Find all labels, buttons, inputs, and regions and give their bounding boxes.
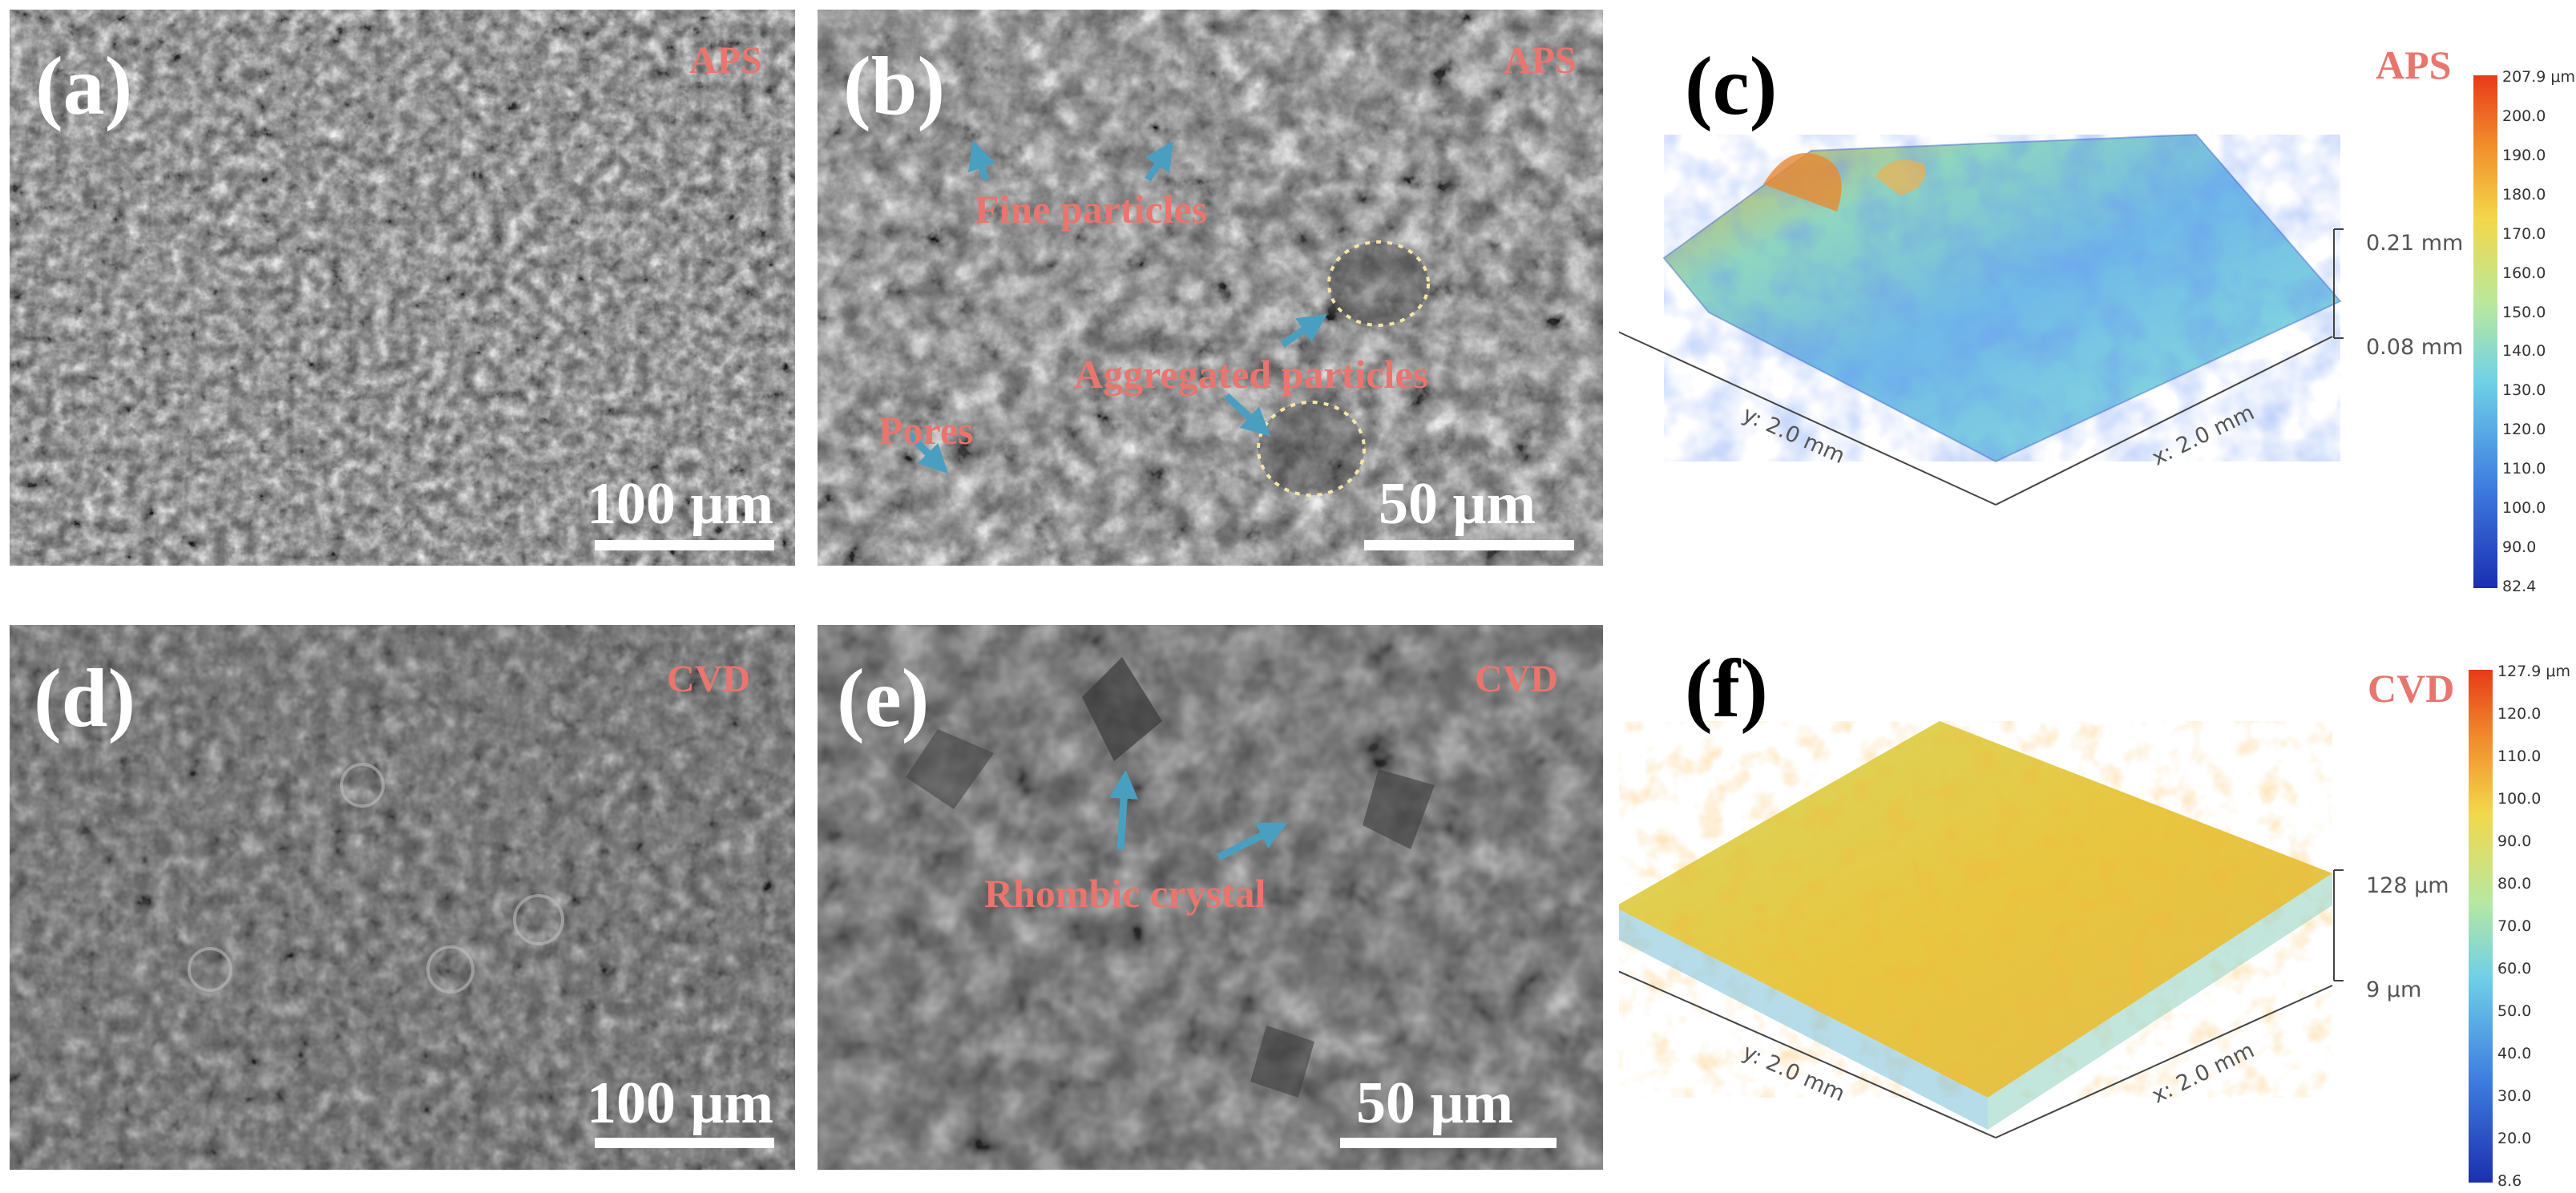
- colorbar-tick-f-5: 80.0: [2497, 875, 2532, 893]
- colorbar-tick-f-1: 120.0: [2497, 705, 2542, 723]
- surface-plot-c: [1619, 75, 2497, 588]
- panel-label-e: (e): [837, 652, 930, 744]
- annotation-pores: Pores: [878, 408, 974, 453]
- panel-label-d: (d): [34, 652, 136, 744]
- sem-panel-b: (b) APS Fine particles Aggregated partic…: [818, 10, 1603, 566]
- sample-tag-e: CVD: [1475, 658, 1558, 700]
- colorbar-tick-c-4: 170.0: [2502, 224, 2546, 243]
- colorbar-tick-c-0: 207.9 μm: [2502, 68, 2576, 86]
- topography-panel-f: (f) CVD 128 μm 9 μm y: 2.0 mm x: 2.0 mm …: [1619, 617, 2576, 1193]
- z-bottom-label-f: 9 μm: [2366, 977, 2422, 1002]
- colorbar-tick-f-9: 40.0: [2497, 1045, 2532, 1062]
- annotation-aggregated-particles: Aggregated particles: [1074, 352, 1429, 397]
- z-bottom-label-c: 0.08 mm: [2366, 335, 2464, 360]
- surface-plot-f: [1619, 670, 2493, 1183]
- colorbar-tick-c-1: 200.0: [2502, 107, 2546, 125]
- colorbar-tick-c-5: 160.0: [2502, 264, 2546, 282]
- colorbar-c: [2473, 75, 2497, 588]
- scale-bar-b: [1364, 540, 1574, 550]
- colorbar-tick-f-10: 30.0: [2497, 1087, 2532, 1105]
- sem-image-d: [10, 625, 795, 1170]
- sample-tag-a: APS: [689, 39, 762, 82]
- scale-label-b: 50 μm: [1379, 471, 1536, 537]
- sample-tag-d: CVD: [667, 658, 750, 700]
- annotation-fine-particles: Fine particles: [975, 187, 1208, 232]
- sem-image-e: [818, 625, 1603, 1170]
- scale-label-a: 100 μm: [587, 471, 774, 537]
- scale-bar-e: [1340, 1138, 1557, 1148]
- sample-tag-f: CVD: [2368, 666, 2455, 711]
- colorbar-tick-f-4: 90.0: [2497, 832, 2532, 850]
- scale-label-e: 50 μm: [1356, 1070, 1514, 1136]
- sem-panel-e: (e) CVD Rhombic crystal 50 μm: [818, 625, 1603, 1170]
- colorbar-tick-c-7: 140.0: [2502, 342, 2546, 361]
- scale-bar-a: [595, 540, 774, 550]
- colorbar-tick-f-2: 110.0: [2497, 748, 2542, 765]
- colorbar-f: [2469, 670, 2493, 1183]
- sem-panel-d: (d) CVD 100 μm: [10, 625, 795, 1170]
- colorbar-tick-f-7: 60.0: [2497, 960, 2532, 977]
- colorbar-tick-c-11: 100.0: [2502, 499, 2546, 518]
- z-top-label-c: 0.21 mm: [2366, 231, 2464, 256]
- topography-panel-c: (c) APS 0.21 mm 0.08 mm y: 2.0 mm x: 2.0…: [1619, 0, 2576, 596]
- panel-label-f: (f): [1685, 643, 1768, 735]
- colorbar-tick-c-2: 190.0: [2502, 146, 2546, 164]
- annotation-rhombic-crystal: Rhombic crystal: [984, 871, 1266, 916]
- colorbar-tick-c-10: 110.0: [2502, 460, 2546, 478]
- colorbar-tick-c-12: 90.0: [2502, 538, 2537, 557]
- colorbar-tick-f-3: 100.0: [2497, 790, 2542, 808]
- sem-panel-a: (a) APS 100 μm: [10, 10, 795, 566]
- colorbar-tick-f-8: 50.0: [2497, 1002, 2532, 1020]
- sample-tag-c: APS: [2376, 42, 2452, 87]
- panel-label-b: (b): [843, 40, 946, 132]
- scale-label-d: 100 μm: [587, 1070, 774, 1136]
- colorbar-tick-c-8: 130.0: [2502, 381, 2546, 400]
- colorbar-tick-f-11: 20.0: [2497, 1130, 2532, 1147]
- sample-tag-b: APS: [1504, 39, 1577, 82]
- colorbar-tick-c-13: 82.4: [2502, 578, 2537, 595]
- sem-image-a: [10, 10, 795, 566]
- panel-label-c: (c): [1685, 40, 1778, 132]
- sem-image-b: [818, 10, 1603, 566]
- colorbar-tick-c-6: 150.0: [2502, 303, 2546, 321]
- scale-bar-d: [595, 1138, 774, 1148]
- colorbar-tick-c-3: 180.0: [2502, 185, 2546, 204]
- colorbar-tick-f-6: 70.0: [2497, 917, 2532, 935]
- colorbar-tick-f-0: 127.9 μm: [2497, 663, 2571, 680]
- colorbar-tick-f-12: 8.6: [2497, 1172, 2522, 1190]
- z-top-label-f: 128 μm: [2366, 873, 2449, 898]
- colorbar-tick-c-9: 120.0: [2502, 421, 2546, 439]
- panel-label-a: (a): [35, 40, 133, 132]
